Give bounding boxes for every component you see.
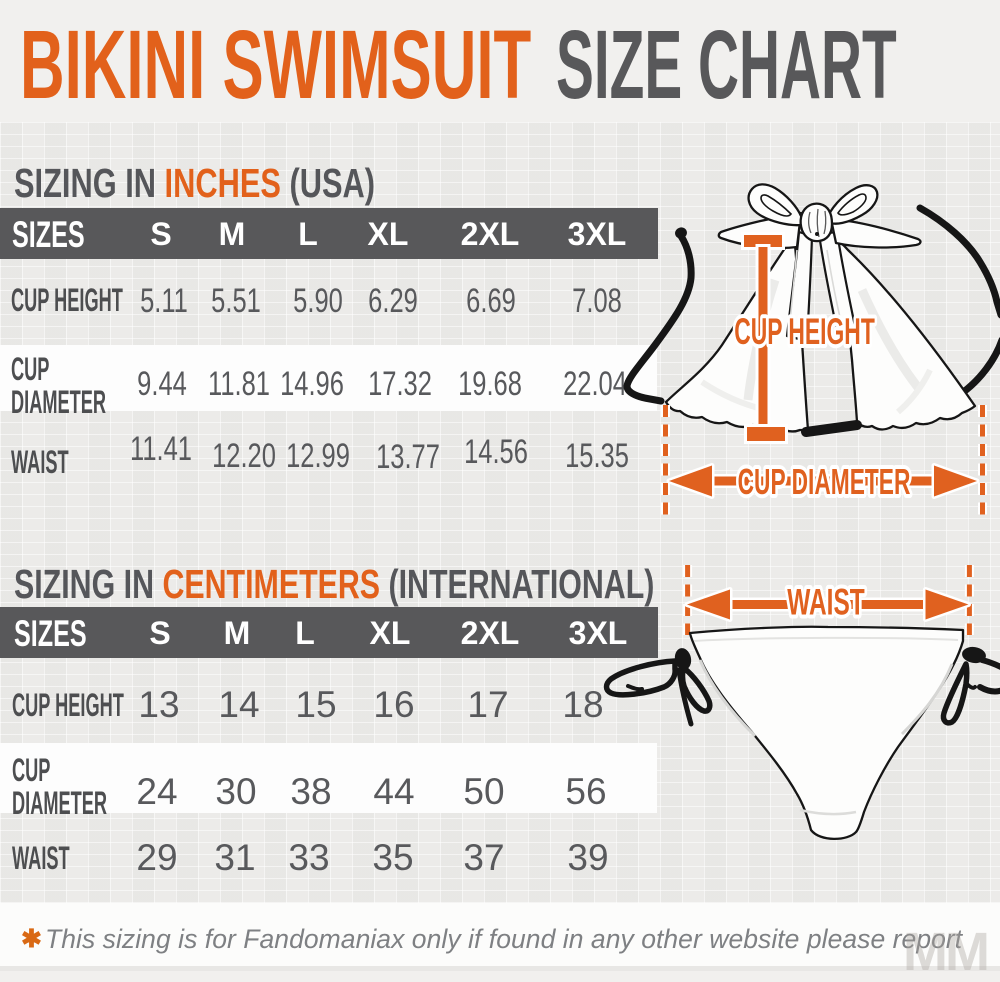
svg-text:CUP DIAMETER: CUP DIAMETER (738, 463, 911, 502)
svg-text:WAIST: WAIST (787, 581, 864, 622)
svg-text:CUP HEIGHT: CUP HEIGHT (734, 310, 875, 352)
